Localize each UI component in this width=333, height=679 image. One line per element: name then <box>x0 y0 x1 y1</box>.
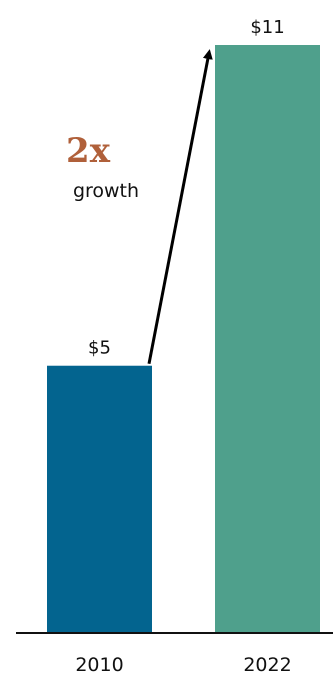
value-label-2022: $11 <box>250 17 284 38</box>
growth-multiplier: 2x <box>66 131 111 171</box>
growth-arrow <box>147 49 213 365</box>
labels-group: $5 2010 $11 2022 <box>75 17 291 676</box>
bar-2010 <box>47 365 152 633</box>
x-tick-label-2010: 2010 <box>75 654 123 676</box>
bars-group <box>47 45 320 633</box>
growth-label: growth <box>73 180 139 202</box>
value-label-2010: $5 <box>88 338 111 359</box>
x-tick-label-2022: 2022 <box>243 654 291 676</box>
bar-2022 <box>215 45 320 633</box>
